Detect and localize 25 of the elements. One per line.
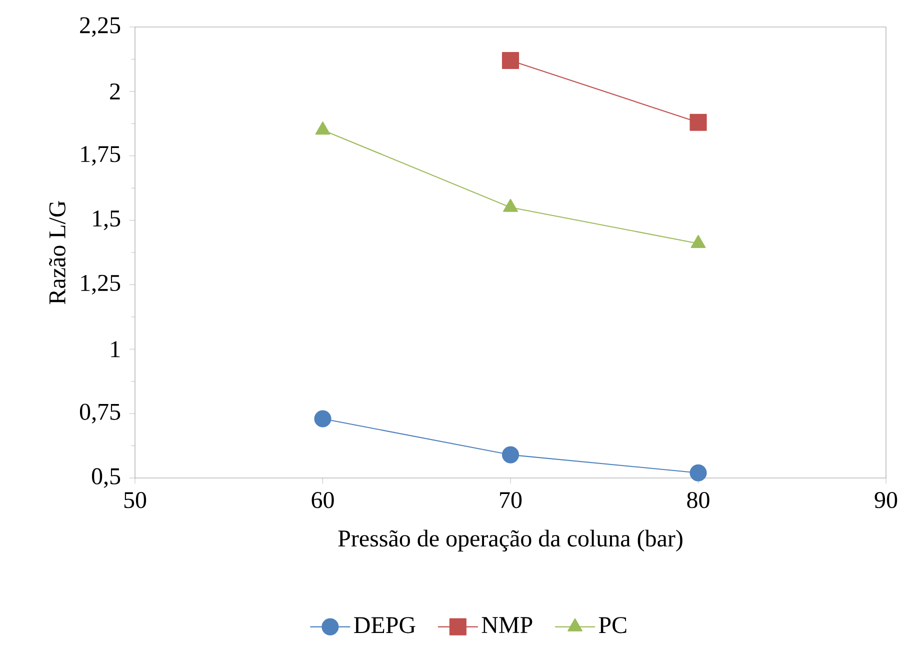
x-tick-label: 60 [312,492,334,508]
y-axis-title: Razão L/G [49,200,66,304]
y-tick-label: 0,5 [92,468,120,488]
point [690,234,706,248]
y-tick-label: 1,5 [93,210,120,230]
point [690,464,707,482]
legend-label: PC [598,617,626,634]
x-tick-label: 70 [500,492,522,508]
y-tick-label: 1 [111,341,120,358]
x-axis-title: Pressão de operação da coluna (bar) [338,530,682,552]
point [503,198,518,212]
point [690,114,707,131]
x-tick-label: 80 [687,492,710,508]
point [314,410,332,428]
legend-label: DEPG [354,617,416,634]
y-tick-label: 1,75 [81,146,120,166]
point [502,446,520,464]
y-tick-label: 2 [110,83,120,100]
y-tick-label: 1,25 [81,274,120,295]
point [315,122,330,135]
x-tick-label: 50 [124,492,146,508]
legend-label: NMP [482,617,532,633]
y-tick-label: 0,75 [80,404,120,424]
x-tick-label: 90 [874,492,898,508]
y-tick-label: 2,25 [80,17,120,37]
